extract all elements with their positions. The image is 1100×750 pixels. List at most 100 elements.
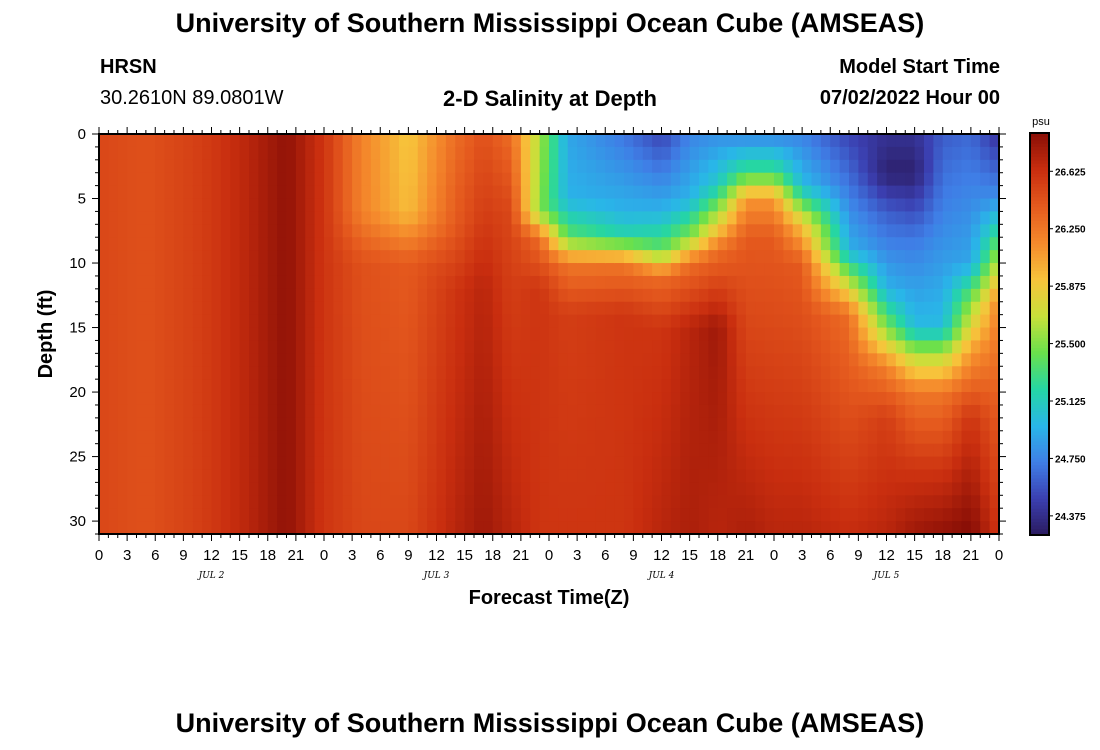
heatmap-cell: [361, 456, 372, 471]
heatmap-cell: [577, 288, 588, 303]
heatmap-cell: [474, 379, 484, 393]
heatmap-cell: [652, 404, 663, 419]
heatmap-cell: [108, 288, 119, 303]
heatmap-cell: [445, 508, 456, 522]
heatmap-cell: [324, 263, 334, 277]
colorbar-step: [1030, 213, 1049, 218]
heatmap-cell: [989, 275, 1000, 290]
heatmap-cell: [464, 211, 475, 225]
heatmap-cell: [605, 314, 616, 329]
heatmap-cell: [886, 314, 897, 329]
heatmap-cell: [989, 456, 1000, 471]
heatmap-cell: [324, 379, 334, 393]
heatmap-cell: [399, 237, 409, 251]
heatmap-cell: [586, 224, 597, 238]
heatmap-cell: [164, 495, 175, 509]
heatmap-cell: [989, 185, 1000, 200]
heatmap-cell: [474, 237, 484, 251]
heatmap-cell: [427, 159, 438, 174]
heatmap-cell: [174, 417, 184, 432]
heatmap-cell: [192, 224, 203, 238]
colorbar-step: [1030, 330, 1049, 335]
heatmap-cell: [980, 237, 991, 251]
heatmap-cell: [117, 211, 128, 225]
heatmap-cell: [108, 443, 119, 458]
heatmap-cell: [961, 353, 972, 367]
heatmap-cell: [267, 353, 278, 367]
heatmap-cell: [624, 185, 634, 200]
heatmap-cell: [183, 495, 194, 509]
heatmap-cell: [727, 392, 738, 406]
heatmap-cell: [399, 404, 409, 419]
heatmap-cell: [333, 134, 344, 148]
heatmap-cell: [511, 263, 522, 277]
heatmap-cell: [830, 301, 841, 316]
heatmap-cell: [445, 430, 456, 445]
heatmap-cell: [970, 159, 981, 174]
heatmap-cell: [436, 482, 447, 496]
heatmap-cell: [586, 134, 597, 148]
heatmap-cell: [483, 159, 494, 174]
heatmap-cell: [905, 482, 916, 496]
heatmap-cell: [99, 263, 109, 277]
heatmap-cell: [145, 366, 156, 380]
heatmap-cell: [867, 185, 878, 200]
heatmap-cell: [324, 301, 334, 316]
heatmap-cell: [774, 353, 784, 367]
heatmap-cell: [989, 404, 1000, 419]
heatmap-cell: [277, 250, 288, 264]
heatmap-cell: [755, 172, 766, 187]
heatmap-cell: [792, 288, 803, 303]
heatmap-cell: [774, 495, 784, 509]
heatmap-cell: [802, 314, 813, 329]
heatmap-cell: [117, 146, 128, 161]
heatmap-cell: [642, 366, 653, 380]
heatmap-cell: [745, 263, 756, 277]
heatmap-cell: [370, 482, 381, 496]
heatmap-cell: [155, 288, 166, 303]
heatmap-cell: [436, 301, 447, 316]
heatmap-cell: [520, 172, 531, 187]
heatmap-cell: [680, 469, 691, 483]
heatmap-cell: [239, 198, 250, 213]
heatmap-cell: [895, 211, 906, 225]
heatmap-cell: [192, 198, 203, 213]
heatmap-cell: [670, 469, 681, 483]
heatmap-cell: [886, 185, 897, 200]
heatmap-cell: [333, 340, 344, 354]
heatmap-cell: [867, 237, 878, 251]
heatmap-cell: [745, 379, 756, 393]
heatmap-cell: [642, 146, 653, 161]
heatmap-cell: [970, 263, 981, 277]
heatmap-cell: [277, 404, 288, 419]
colorbar-step: [1030, 303, 1049, 308]
colorbar-step: [1030, 173, 1049, 178]
heatmap-cell: [455, 521, 466, 535]
heatmap-cell: [352, 392, 363, 406]
heatmap-cell: [99, 134, 109, 148]
heatmap-cell: [305, 146, 316, 161]
heatmap-cell: [511, 211, 522, 225]
heatmap-cell: [989, 508, 1000, 522]
heatmap-cell: [595, 134, 606, 148]
heatmap-cell: [239, 185, 250, 200]
heatmap-cell: [492, 482, 503, 496]
heatmap-cell: [389, 237, 400, 251]
heatmap-cell: [324, 430, 334, 445]
heatmap-cell: [952, 159, 963, 174]
heatmap-cell: [736, 392, 747, 406]
heatmap-cell: [558, 404, 569, 419]
heatmap-cell: [520, 417, 531, 432]
heatmap-cell: [699, 340, 709, 354]
heatmap-cell: [174, 275, 184, 290]
colorbar-step: [1030, 183, 1049, 188]
heatmap-cell: [595, 159, 606, 174]
heatmap-cell: [183, 508, 194, 522]
heatmap-cell: [577, 185, 588, 200]
heatmap-cell: [933, 159, 944, 174]
heatmap-cell: [108, 275, 119, 290]
heatmap-cell: [202, 443, 213, 458]
heatmap-cell: [567, 404, 578, 419]
heatmap-cell: [502, 456, 513, 471]
heatmap-cell: [699, 314, 709, 329]
